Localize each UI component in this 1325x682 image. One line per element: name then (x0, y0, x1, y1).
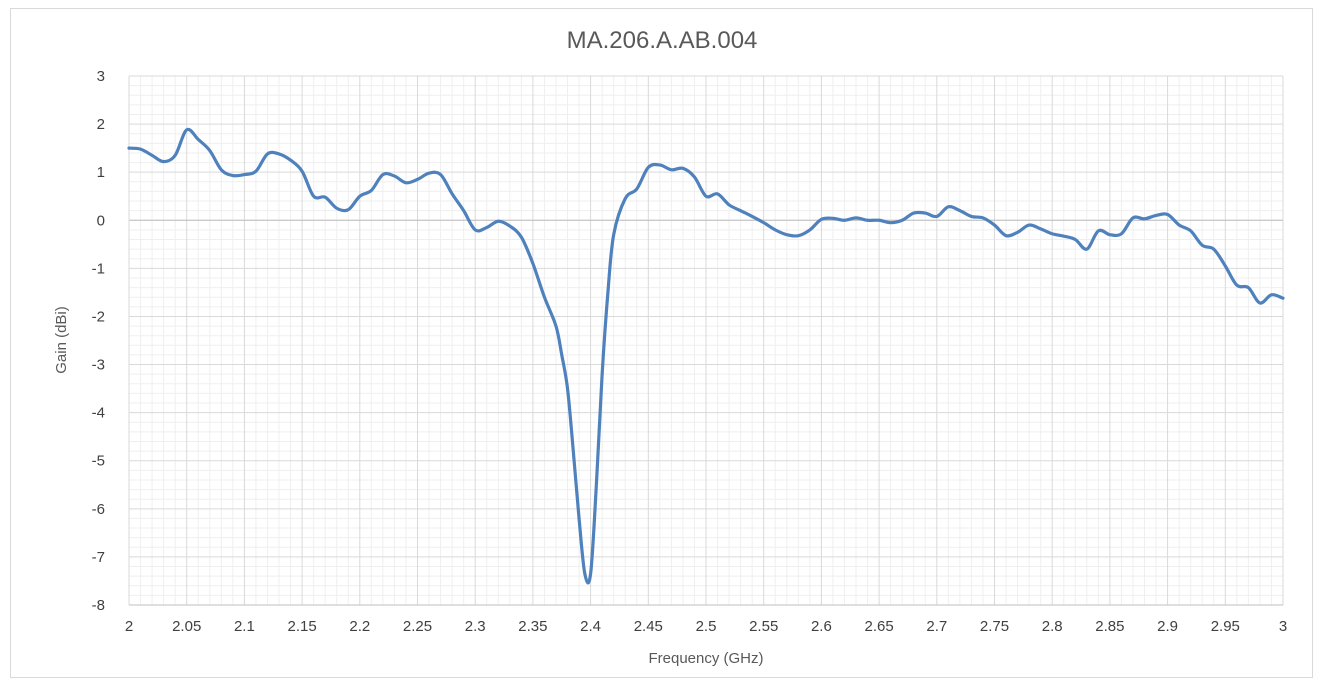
x-tick-label: 2.55 (749, 618, 778, 635)
chart-title: MA.206.A.AB.004 (567, 27, 758, 54)
x-tick-label: 2.8 (1042, 618, 1063, 635)
x-axis-ticks: 2 2.05 2.1 2.15 2.2 2.25 2.3 2.35 2.4 2.45 2.5 2.55… (125, 618, 1287, 635)
y-tick-label: -6 (92, 501, 105, 518)
x-tick-label: 2.7 (926, 618, 947, 635)
x-tick-label: 2.75 (980, 618, 1009, 635)
y-tick-label: -3 (92, 357, 105, 374)
x-tick-label: 2.4 (580, 618, 601, 635)
x-tick-label: 2.45 (634, 618, 663, 635)
y-tick-label: -1 (92, 260, 105, 277)
x-axis-label: Frequency (GHz) (648, 650, 763, 667)
y-tick-label: 3 (97, 68, 105, 85)
y-tick-label: -7 (92, 549, 105, 566)
y-tick-label: -5 (92, 453, 105, 470)
x-tick-label: 2.5 (696, 618, 717, 635)
x-tick-label: 2.15 (287, 618, 316, 635)
y-tick-label: 0 (97, 212, 105, 229)
y-tick-label: -8 (92, 597, 105, 614)
x-tick-label: 2.05 (172, 618, 201, 635)
gain-series-line (127, 127, 1285, 585)
x-tick-label: 2.1 (234, 618, 255, 635)
x-tick-label: 2.85 (1095, 618, 1124, 635)
y-tick-label: 1 (97, 164, 105, 181)
y-axis-ticks: 3 2 1 0 -1 -2 -3 -4 -5 -6 -7 -8 (92, 68, 105, 614)
x-tick-label: 3 (1279, 618, 1287, 635)
x-tick-label: 2.65 (864, 618, 893, 635)
x-tick-label: 2.6 (811, 618, 832, 635)
x-tick-label: 2 (125, 618, 133, 635)
x-tick-label: 2.2 (349, 618, 370, 635)
x-tick-label: 2.95 (1211, 618, 1240, 635)
major-gridlines (128, 75, 1284, 606)
x-tick-label: 2.35 (518, 618, 547, 635)
x-tick-label: 2.9 (1157, 618, 1178, 635)
y-tick-label: -4 (92, 405, 105, 422)
y-tick-label: 2 (97, 116, 105, 133)
y-axis-label: Gain (dBi) (53, 306, 70, 374)
series-group (127, 127, 1285, 585)
y-tick-label: -2 (92, 308, 105, 325)
x-tick-label: 2.25 (403, 618, 432, 635)
x-tick-label: 2.3 (465, 618, 486, 635)
